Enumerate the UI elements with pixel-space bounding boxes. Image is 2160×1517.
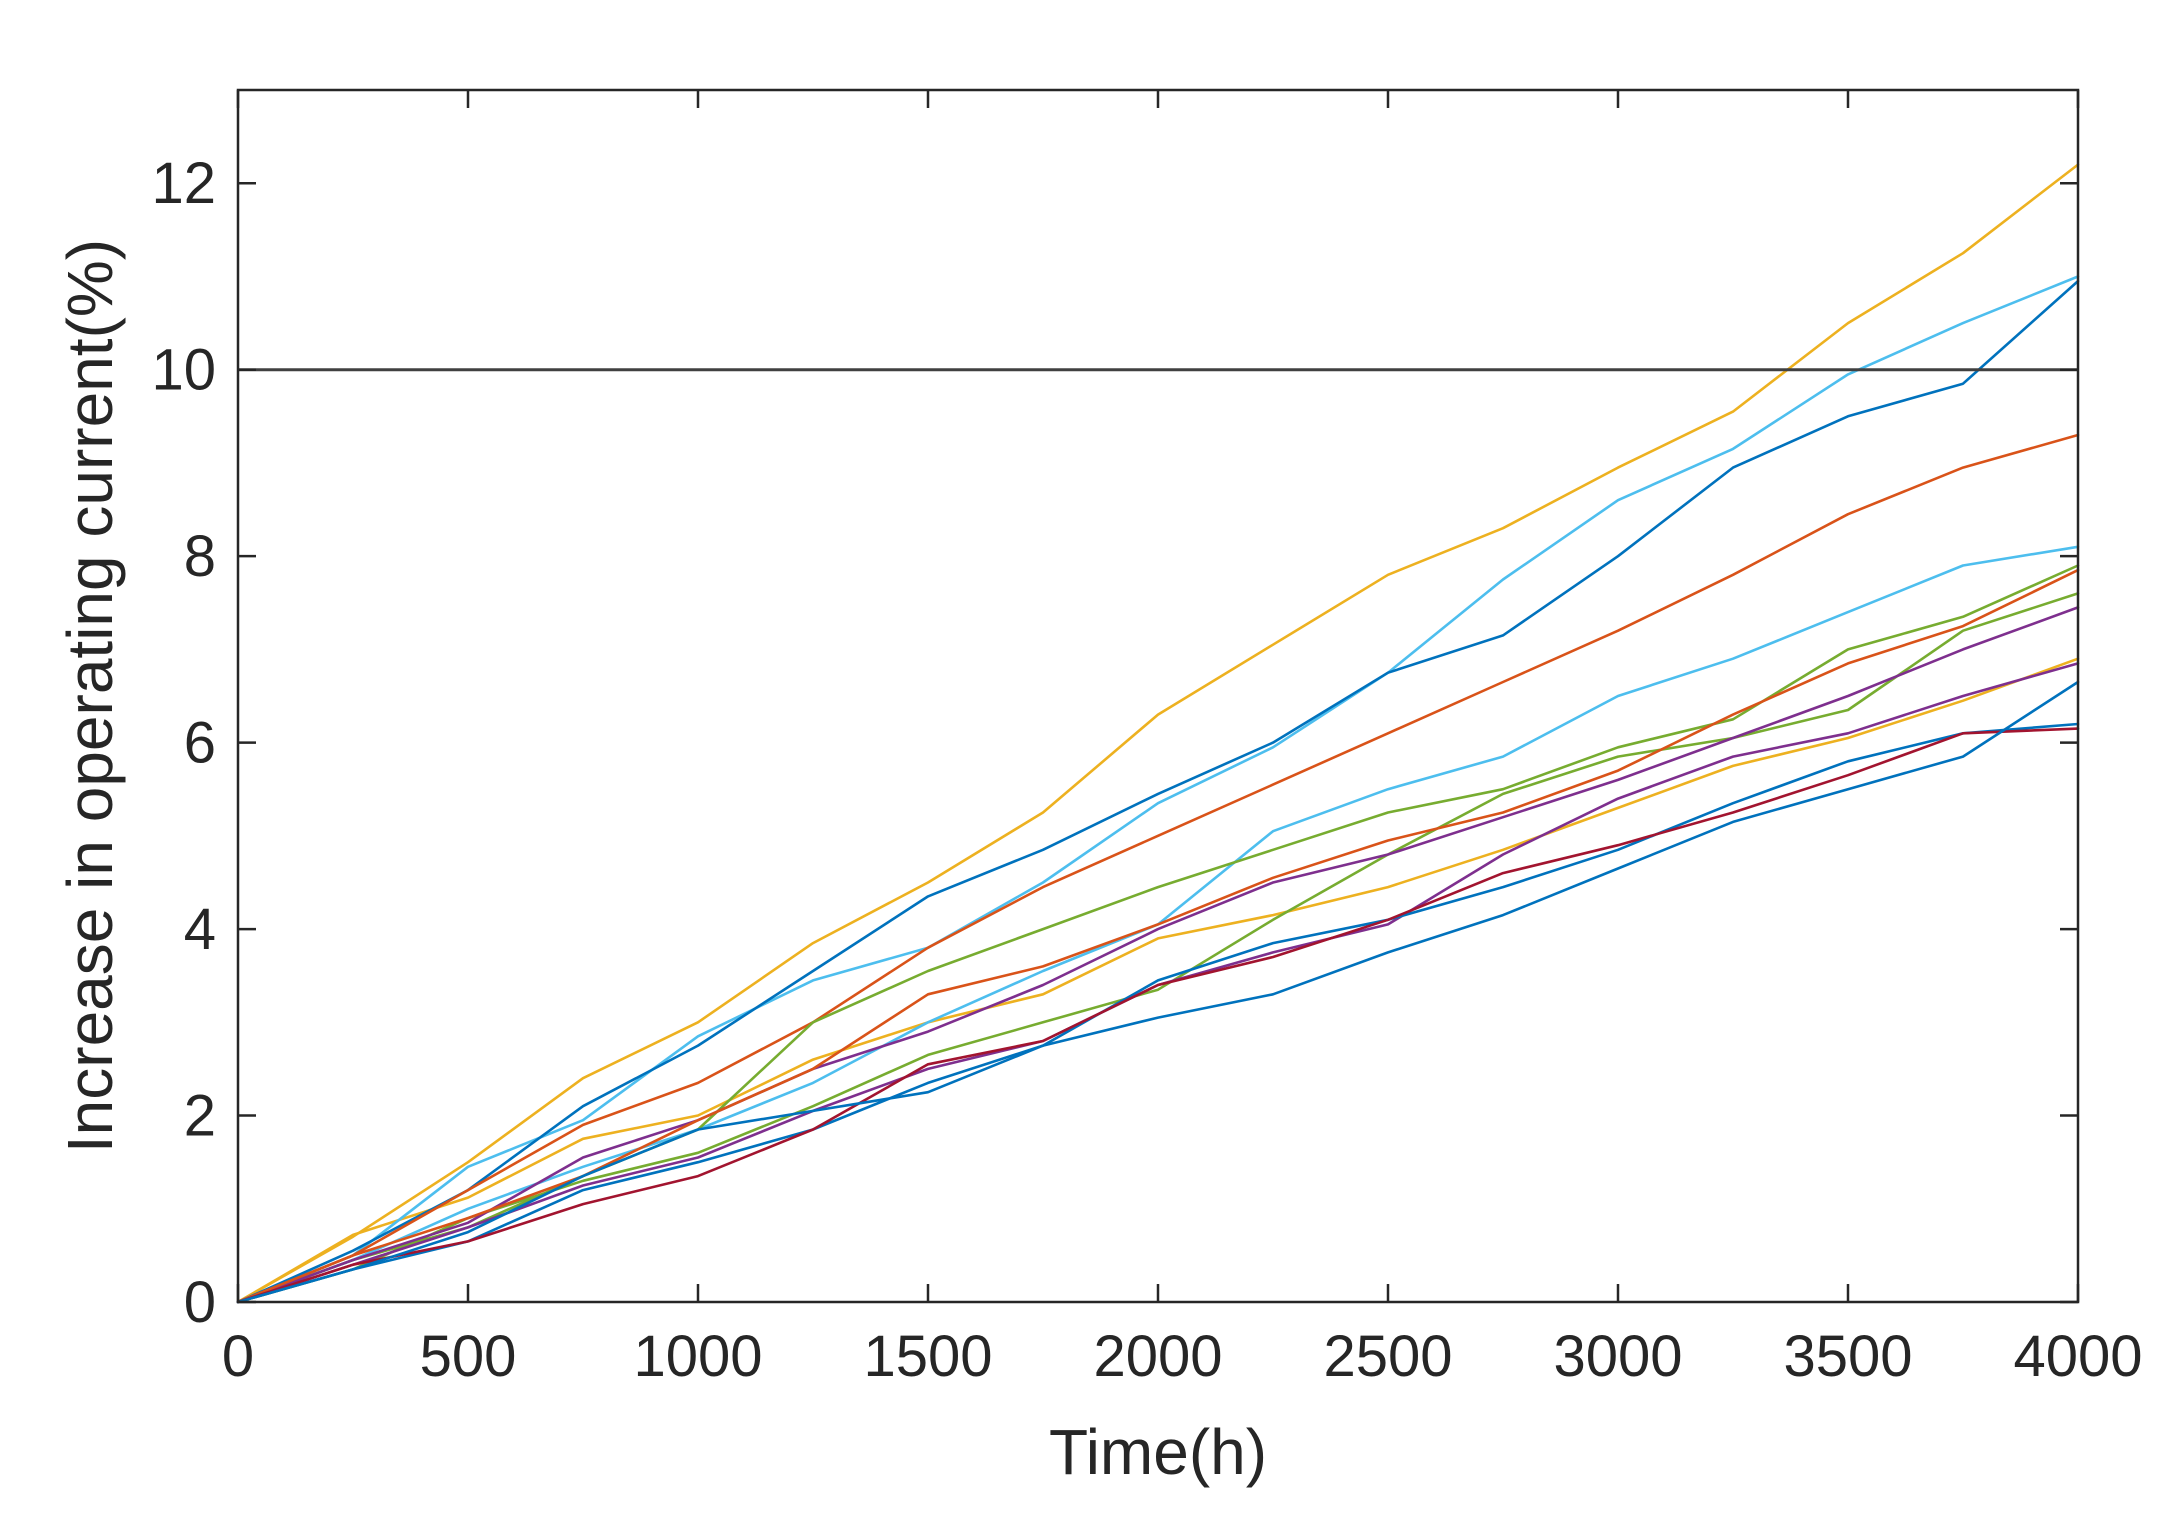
series-line-5 xyxy=(236,433,2080,1304)
y-tick-label: 0 xyxy=(184,1270,216,1335)
plot-frame xyxy=(236,88,2080,1304)
y-tick-label: 4 xyxy=(184,897,216,962)
x-tick-label: 0 xyxy=(222,1324,254,1389)
x-tick-label: 2500 xyxy=(1323,1324,1452,1389)
series-line-1 xyxy=(236,657,2080,1304)
x-tick-label: 4000 xyxy=(2013,1324,2142,1389)
x-axis-label: Time(h) xyxy=(1049,1416,1267,1488)
y-tick-label: 10 xyxy=(151,338,216,403)
y-axis-label: Increase in operating current(%) xyxy=(54,239,126,1153)
y-tick-label: 2 xyxy=(184,1084,216,1149)
series-line-10 xyxy=(236,568,2080,1304)
ticks-layer: 0 500 1000 1500 2000 2500 3000 3500 4000 0 2 4 6 8 10 1… xyxy=(151,90,2143,1389)
y-tick-label: 6 xyxy=(184,711,216,776)
y-tick-label: 8 xyxy=(184,524,216,589)
y-tick-label: 12 xyxy=(151,151,216,216)
series-line-12 xyxy=(236,722,2080,1304)
series-layer xyxy=(236,163,2080,1304)
x-tick-label: 500 xyxy=(420,1324,517,1389)
series-line-9 xyxy=(236,606,2080,1304)
series-line-13 xyxy=(236,727,2080,1304)
x-tick-label: 3000 xyxy=(1553,1324,1682,1389)
series-line-14 xyxy=(236,680,2080,1304)
x-tick-label: 3500 xyxy=(1783,1324,1912,1389)
series-line-2 xyxy=(236,163,2080,1304)
series-line-4 xyxy=(236,279,2080,1304)
x-tick-label: 1500 xyxy=(863,1324,992,1389)
series-line-8 xyxy=(236,592,2080,1304)
x-tick-label: 1000 xyxy=(633,1324,762,1389)
x-tick-label: 2000 xyxy=(1093,1324,1222,1389)
